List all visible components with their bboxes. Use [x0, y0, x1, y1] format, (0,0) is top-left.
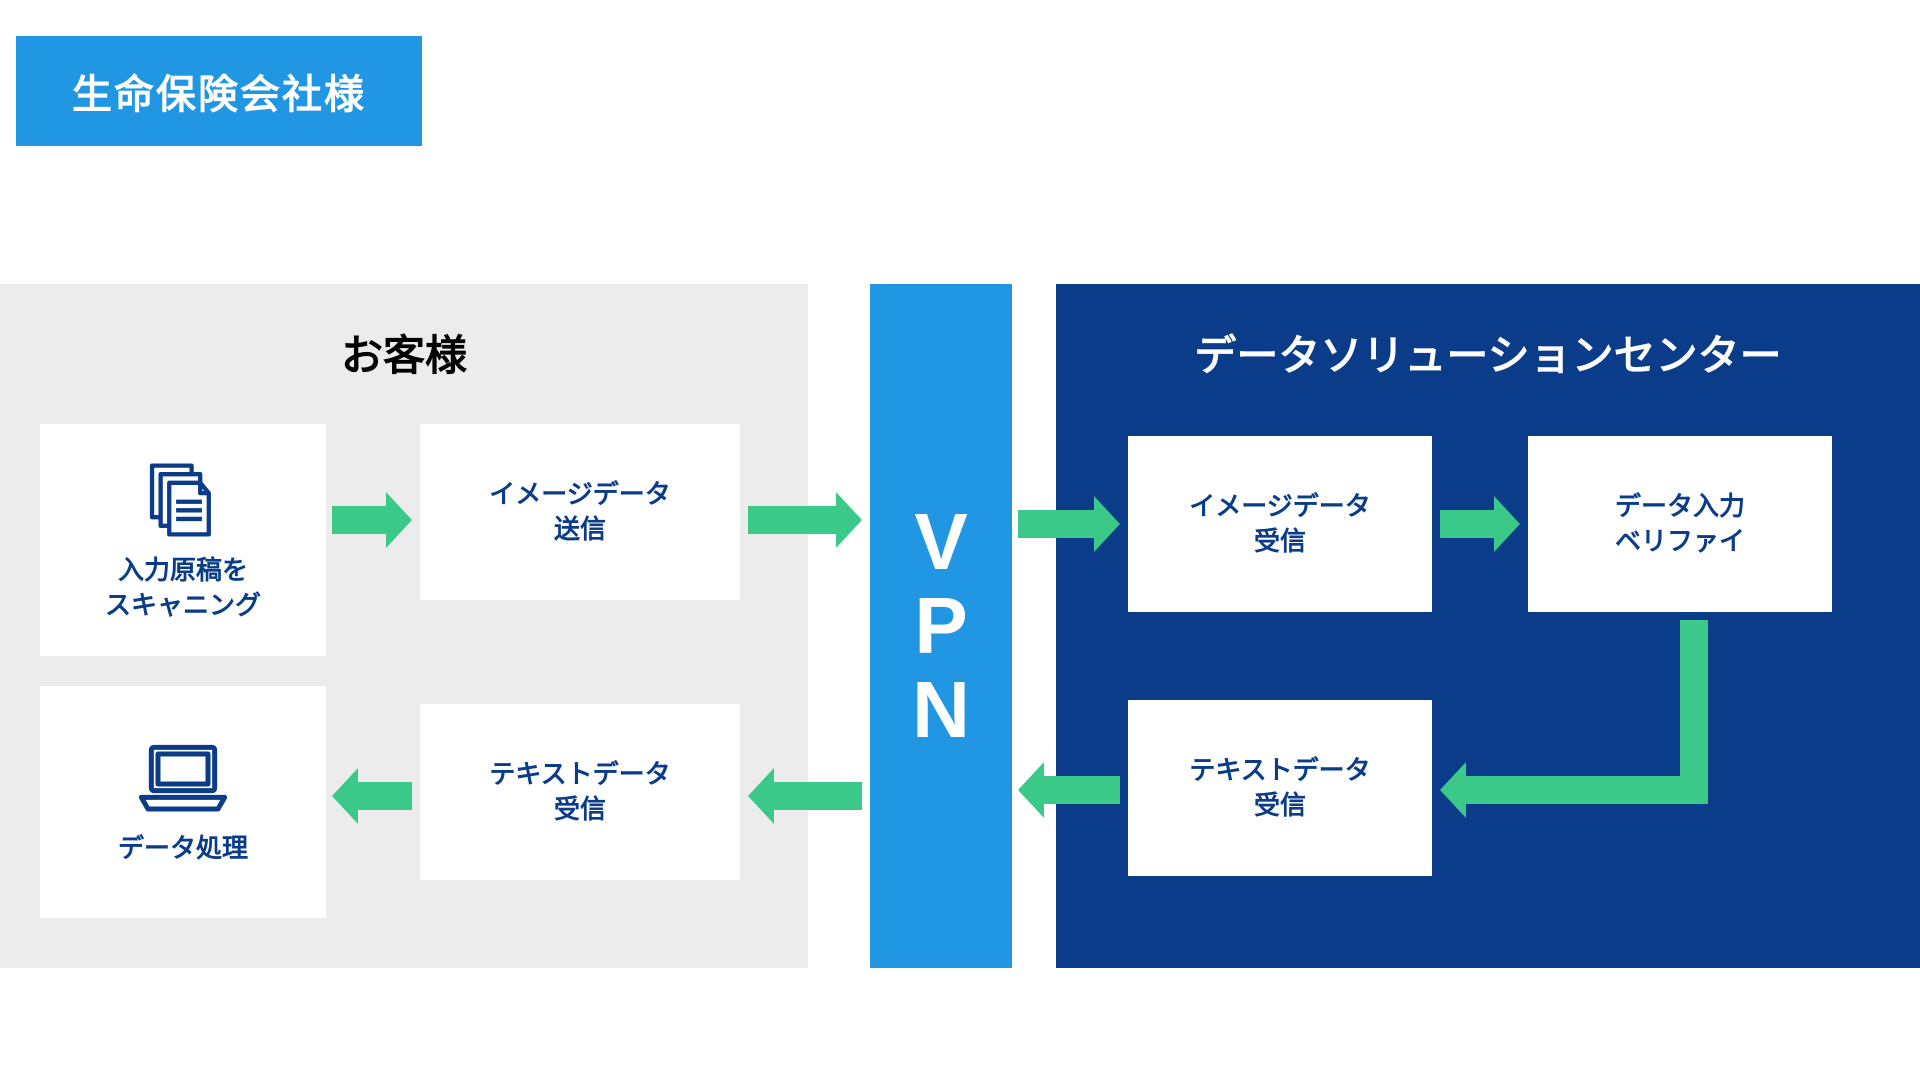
- arrow-imgrecv-to-verify: [1440, 510, 1494, 538]
- arrow-imgsend-to-vpn: [748, 506, 836, 534]
- box-data-process-line1: データ処理: [118, 831, 248, 866]
- arrow-txtrecv-R-to-vpn-head: [1018, 762, 1044, 818]
- arrow-vpn-to-imgrecv-head: [1094, 496, 1120, 552]
- box-image-recv-line2: 受信: [1254, 524, 1306, 559]
- arrow-txtrecv-R-to-vpn: [1044, 776, 1120, 804]
- box-scan-line2: スキャニング: [105, 588, 261, 623]
- box-data-process-icon: [133, 737, 233, 821]
- arrow-verify-down: [1680, 620, 1708, 804]
- box-text-recv-left-line2: 受信: [554, 792, 606, 827]
- box-scan-line1: 入力原稿を: [118, 553, 248, 588]
- box-image-recv-line1: イメージデータ: [1189, 489, 1370, 524]
- box-text-recv-right: テキストデータ受信: [1128, 700, 1432, 876]
- arrow-vpn-to-txtrecv-L: [774, 782, 862, 810]
- arrow-txtrecv-to-proc: [358, 782, 412, 810]
- arrow-elbow-h-head: [1440, 762, 1466, 818]
- box-text-recv-right-line2: 受信: [1254, 788, 1306, 823]
- arrow-txtrecv-to-proc-head: [332, 768, 358, 824]
- arrow-imgsend-to-vpn-head: [836, 492, 862, 548]
- arrow-scan-to-imgsend-head: [386, 492, 412, 548]
- box-scan: 入力原稿をスキャニング: [40, 424, 326, 656]
- box-image-send: イメージデータ送信: [420, 424, 740, 600]
- box-image-send-line1: イメージデータ: [489, 477, 670, 512]
- box-verify: データ入力ベリファイ: [1528, 436, 1832, 612]
- customer-panel-title: お客様: [0, 312, 808, 392]
- box-image-send-line2: 送信: [554, 512, 606, 547]
- arrow-vpn-to-txtrecv-L-head: [748, 768, 774, 824]
- box-data-process: データ処理: [40, 686, 326, 918]
- box-text-recv-left-line1: テキストデータ: [489, 757, 670, 792]
- title-badge: 生命保険会社様: [16, 36, 422, 146]
- arrow-scan-to-imgsend: [332, 506, 386, 534]
- data-center-panel-title: データソリューションセンター: [1056, 312, 1920, 392]
- box-verify-line2: ベリファイ: [1615, 524, 1745, 559]
- arrow-vpn-to-imgrecv: [1018, 510, 1094, 538]
- box-scan-icon: [140, 457, 226, 543]
- box-text-recv-left: テキストデータ受信: [420, 704, 740, 880]
- vpn-bar: VPN: [870, 284, 1012, 968]
- arrow-elbow-h: [1466, 776, 1694, 804]
- box-verify-line1: データ入力: [1615, 489, 1745, 524]
- box-text-recv-right-line1: テキストデータ: [1189, 753, 1370, 788]
- vpn-label: VPN: [912, 500, 970, 752]
- arrow-imgrecv-to-verify-head: [1494, 496, 1520, 552]
- box-image-recv: イメージデータ受信: [1128, 436, 1432, 612]
